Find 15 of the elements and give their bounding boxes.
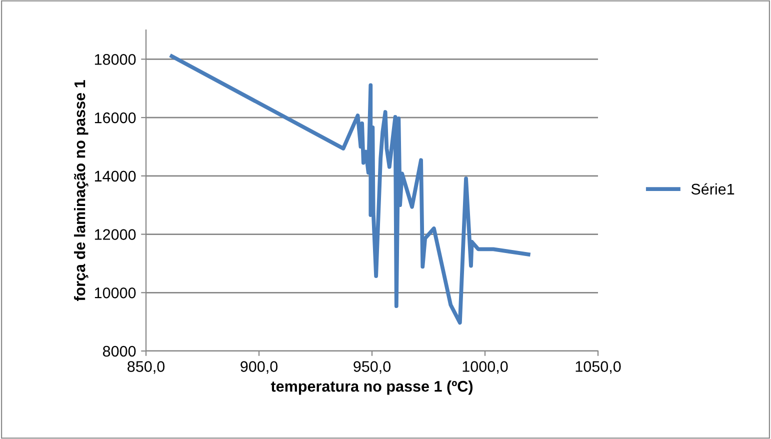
y-tick-label: 14000 (94, 170, 136, 182)
line-series (170, 54, 530, 325)
y-tick-label: 18000 (94, 54, 136, 65)
x-tick-label: 850,0 (128, 361, 165, 374)
x-tick-label: 950,0 (354, 361, 391, 374)
x-tick-label: 1050,0 (576, 361, 621, 374)
y-tick-label: 12000 (94, 229, 136, 240)
y-tick-label: 10000 (94, 288, 136, 298)
y-tick-label: 16000 (94, 112, 136, 124)
x-tick-label: 900,0 (240, 361, 278, 374)
legend-label: Série1 (691, 183, 734, 195)
x-tick-label: 1000,0 (462, 361, 508, 374)
y-axis-title: força de laminação no passe 1 (74, 80, 88, 302)
y-tick-label: 8000 (102, 346, 136, 357)
x-axis-title: temperatura no passe 1 (ºC) (270, 380, 473, 395)
